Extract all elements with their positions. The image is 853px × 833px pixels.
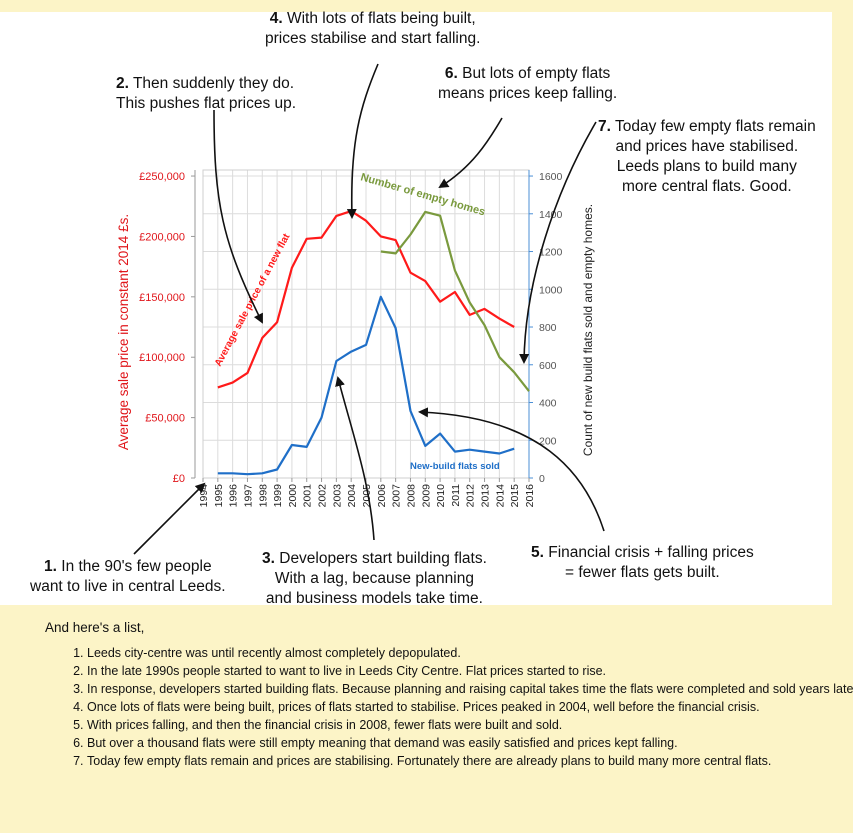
x-tick-label: 2000 [287,484,299,508]
annotation-7: 7. Today few empty flats remain and pric… [598,117,816,197]
arrow-6 [438,117,503,189]
annotation-1-number: 1. [44,558,57,575]
x-tick-label: 2006 [376,484,388,508]
list-item: With prices falling, and then the financ… [87,718,853,734]
series-line [217,295,515,476]
series-label-sold: New-build flats sold [410,461,500,472]
annotation-3-line2: With a lag, because planning [274,570,474,587]
x-tick-label: 1997 [242,484,254,508]
series-label-empty: Number of empty homes [359,171,486,218]
annotation-arrows [133,63,605,555]
annotation-3: 3. Developers start building flats. With… [262,549,487,609]
x-tick-label: 2012 [465,484,477,508]
right-tick-label: 0 [539,473,545,485]
right-tick-label: 1000 [539,284,563,296]
x-tick-label: 2010 [435,484,447,508]
annotation-7-number: 7. [598,118,611,135]
annotation-6: 6. But lots of empty flats means prices … [438,64,617,104]
x-tick-label: 2002 [317,484,329,508]
list-item: In response, developers started building… [87,682,853,698]
arrow-5 [418,407,605,532]
right-tick-label: 1400 [539,209,563,221]
list-intro: And here's a list, [45,620,145,635]
annotation-2-line2: This pushes flat prices up. [116,95,297,112]
annotation-3-line1: Developers start building flats. [274,550,487,567]
annotation-3-line3: and business models take time. [265,590,483,607]
annotation-7-line4: more central flats. Good. [621,178,792,195]
right-tick-label: 400 [539,398,557,410]
annotation-6-line2: means prices keep falling. [438,85,618,102]
axis-titles: Average sale price in constant 2014 £s. C… [116,204,595,456]
x-tick-label: 1995 [213,484,225,508]
left-tick-label: £0 [173,473,185,485]
list-item: Once lots of flats were being built, pri… [87,700,853,716]
explanation-list: Leeds city-centre was until recently alm… [50,646,853,772]
line-chart: £0 £50,000 £100,000 £150,000 £200,000 £250,00… [116,63,605,555]
right-axis-title: Count of new build flats sold and empty … [581,204,595,456]
right-tick-label: 1600 [539,171,563,183]
x-tick-label: 2004 [346,484,358,508]
arrow-1 [133,482,206,555]
annotation-5: 5. Financial crisis + falling prices = f… [531,543,754,583]
list-item: Leeds city-centre was until recently alm… [87,646,853,662]
x-tick-label: 2007 [391,484,403,508]
annotation-7-line3: Leeds plans to build many [616,158,797,175]
annotation-1-line1: In the 90's few people [56,558,212,575]
arrow-7 [519,121,597,364]
left-tick-label: £250,000 [139,171,185,183]
x-tick-label: 2001 [302,484,314,508]
x-tick-label: 2015 [509,484,521,508]
list-item: But over a thousand flats were still emp… [87,736,853,752]
right-axis: 0 200 400 600 800 1000 1200 1400 1600 [528,170,563,485]
arrow-3 [335,376,375,541]
list-item: In the late 1990s people started to want… [87,664,853,680]
series-labels: Average sale price of a new flatNew-buil… [213,171,500,472]
annotation-5-line2: = fewer flats gets built. [565,564,720,581]
x-tick-label: 1998 [257,484,269,508]
annotation-4-number: 4. [269,10,283,27]
annotation-6-line1: But lots of empty flats [457,65,611,82]
annotation-5-number: 5. [531,544,544,561]
annotation-2-line1: Then suddenly they do. [128,75,295,92]
annotation-2: 2. Then suddenly they do. This pushes fl… [116,74,296,114]
right-tick-label: 200 [539,435,557,447]
left-tick-label: £50,000 [145,413,185,425]
left-tick-label: £100,000 [139,352,185,364]
annotation-7-line1: Today few empty flats remain [610,118,816,135]
list-item: Today few empty flats remain and prices … [87,754,853,770]
annotation-1: 1. In the 90's few people want to live i… [30,557,226,597]
arrow-2 [213,109,263,324]
x-tick-label: 1999 [272,484,284,508]
x-tick-label: 2014 [494,484,506,508]
right-tick-label: 800 [539,322,557,334]
x-tick-label: 2009 [420,484,432,508]
annotation-2-number: 2. [116,75,129,92]
left-axis: £0 £50,000 £100,000 £150,000 £200,000 £250,00… [139,170,196,485]
right-tick-label: 1200 [539,247,563,259]
annotation-4-line2: prices stabilise and start falling. [265,30,481,47]
series-line [217,210,515,389]
x-tick-label: 2008 [405,484,417,508]
series-lines [217,210,530,476]
left-axis-title: Average sale price in constant 2014 £s. [116,214,131,450]
left-tick-label: £150,000 [139,292,185,304]
x-tick-label: 2016 [524,484,536,508]
annotated-chart-figure: £0 £50,000 £100,000 £150,000 £200,000 £250,00… [0,9,832,607]
annotation-4-line1: With lots of flats being built, [282,10,476,27]
left-tick-label: £200,000 [139,231,185,243]
x-axis: 1994 1995 1996 1997 1998 1999 2000 2001 2002 2003… [198,478,536,507]
annotation-1-line2: want to live in central Leeds. [30,578,226,595]
arrow-4 [346,63,379,219]
x-tick-label: 1996 [228,484,240,508]
right-tick-label: 600 [539,360,557,372]
annotation-6-number: 6. [444,65,458,82]
annotation-7-line2: and prices have stabilised. [615,138,799,155]
annotation-5-line1: Financial crisis + falling prices [543,544,754,561]
x-tick-label: 2003 [331,484,343,508]
x-tick-label: 2011 [450,484,462,507]
annotation-3-number: 3. [262,550,275,567]
annotation-4: 4. With lots of flats being built, price… [265,9,480,49]
x-tick-label: 2013 [480,484,492,508]
